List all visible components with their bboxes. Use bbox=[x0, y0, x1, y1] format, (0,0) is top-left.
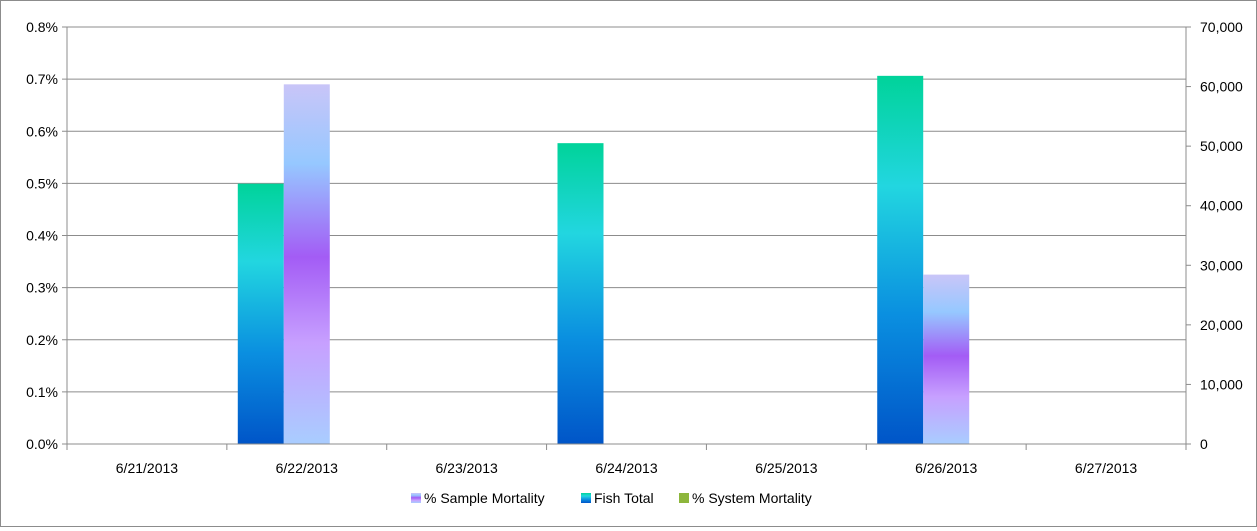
gridlines bbox=[67, 26, 1186, 393]
left-tick-label: 0.5% bbox=[26, 175, 58, 191]
right-tick-label: 40,000 bbox=[1200, 198, 1243, 214]
left-tick-label: 0.1% bbox=[26, 384, 58, 400]
left-tick-label: 0.8% bbox=[26, 19, 58, 35]
right-axis-ticks: 0 10,000 20,000 30,000 40,000 50,000 60,000 70,… bbox=[1186, 19, 1243, 452]
fish-total-bar bbox=[877, 75, 924, 444]
x-tick-label: 6/25/2013 bbox=[755, 460, 817, 476]
bars bbox=[237, 75, 970, 445]
left-tick-label: 0.7% bbox=[26, 71, 58, 87]
right-tick-label: 60,000 bbox=[1200, 79, 1243, 95]
right-tick-label: 50,000 bbox=[1200, 138, 1243, 154]
fish-total-bar bbox=[237, 183, 284, 444]
right-tick-label: 30,000 bbox=[1200, 257, 1243, 273]
x-tick-label: 6/23/2013 bbox=[435, 460, 497, 476]
left-tick-label: 0.4% bbox=[26, 228, 58, 244]
legend-label: % Sample Mortality bbox=[424, 490, 545, 506]
left-tick-label: 0.2% bbox=[26, 332, 58, 348]
x-tick-label: 6/27/2013 bbox=[1075, 460, 1137, 476]
legend: % Sample Mortality Fish Total % System Mor… bbox=[411, 490, 812, 506]
left-tick-label: 0.0% bbox=[26, 436, 58, 452]
x-axis-ticks: 6/21/2013 6/22/2013 6/23/2013 6/24/2013 6/25… bbox=[66, 444, 1187, 476]
right-tick-label: 70,000 bbox=[1200, 19, 1243, 35]
x-tick-label: 6/22/2013 bbox=[276, 460, 338, 476]
right-tick-label: 10,000 bbox=[1200, 376, 1243, 392]
legend-label: % System Mortality bbox=[692, 490, 812, 506]
x-tick-label: 6/26/2013 bbox=[915, 460, 977, 476]
x-tick-label: 6/24/2013 bbox=[595, 460, 657, 476]
left-tick-label: 0.3% bbox=[26, 280, 58, 296]
sample-mortality-bar bbox=[923, 274, 970, 444]
x-tick-label: 6/21/2013 bbox=[116, 460, 178, 476]
left-axis-ticks: 0.0% 0.1% 0.2% 0.3% 0.4% 0.5% 0.6% 0.7% 0.8% bbox=[26, 19, 67, 452]
right-tick-label: 20,000 bbox=[1200, 317, 1243, 333]
legend-swatch bbox=[581, 493, 591, 503]
right-tick-label: 0 bbox=[1200, 436, 1208, 452]
left-tick-label: 0.6% bbox=[26, 123, 58, 139]
legend-label: Fish Total bbox=[594, 490, 654, 506]
legend-swatch bbox=[411, 493, 421, 503]
sample-mortality-bar bbox=[283, 84, 330, 445]
fish-total-bar bbox=[557, 143, 604, 444]
legend-swatch bbox=[679, 493, 689, 503]
